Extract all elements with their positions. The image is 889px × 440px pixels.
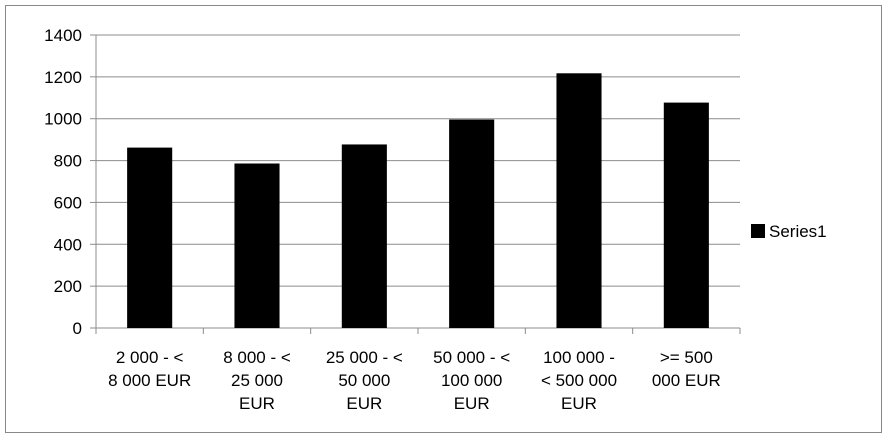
x-tick-label-line: 8 000 EUR bbox=[108, 371, 191, 390]
bar bbox=[663, 102, 709, 328]
bar bbox=[127, 147, 173, 328]
y-tick-label: 600 bbox=[54, 193, 82, 212]
x-tick-label-line: 25 000 - < bbox=[326, 348, 403, 367]
x-tick-label: 50 000 - < 100 000 EUR bbox=[433, 348, 510, 413]
x-tick-label: >= 500 000 EUR bbox=[652, 348, 721, 390]
x-tick-label: 8 000 - < 25 000 EUR bbox=[223, 348, 291, 413]
x-tick-label-line: EUR bbox=[346, 394, 382, 413]
x-tick-label-line: >= 500 bbox=[660, 348, 713, 367]
bar bbox=[556, 73, 602, 328]
legend-swatch bbox=[751, 224, 765, 238]
x-tick-label-line: 8 000 - < bbox=[223, 348, 291, 367]
x-tick-label: 25 000 - < 50 000 EUR bbox=[326, 348, 403, 413]
y-tick-label: 1000 bbox=[44, 110, 82, 129]
x-tick-label-line: 50 000 - < bbox=[433, 348, 510, 367]
y-tick-label: 800 bbox=[54, 152, 82, 171]
x-tick-label-line: EUR bbox=[239, 394, 275, 413]
x-tick-label-line: 25 000 bbox=[231, 371, 283, 390]
x-tick-label-line: 50 000 bbox=[338, 371, 390, 390]
bar bbox=[341, 144, 387, 328]
bar bbox=[449, 119, 495, 329]
x-tick-label-line: 100 000 - bbox=[543, 348, 615, 367]
legend-label: Series1 bbox=[769, 222, 827, 241]
x-tick-label-line: < 500 000 bbox=[541, 371, 617, 390]
y-tick-label: 200 bbox=[54, 277, 82, 296]
y-tick-label: 400 bbox=[54, 235, 82, 254]
x-tick-label-line: 000 EUR bbox=[652, 371, 721, 390]
x-tick-label-line: EUR bbox=[454, 394, 490, 413]
y-tick-label: 0 bbox=[73, 319, 82, 338]
x-tick-label-line: EUR bbox=[561, 394, 597, 413]
y-tick-label: 1200 bbox=[44, 68, 82, 87]
x-tick-label-line: 2 000 - < bbox=[116, 348, 184, 367]
x-tick-label-line: 100 000 bbox=[441, 371, 502, 390]
x-tick-label: 100 000 - < 500 000 EUR bbox=[541, 348, 617, 413]
x-tick-label: 2 000 - < 8 000 EUR bbox=[108, 348, 191, 390]
y-tick-label: 1400 bbox=[44, 26, 82, 45]
bar bbox=[234, 163, 280, 328]
